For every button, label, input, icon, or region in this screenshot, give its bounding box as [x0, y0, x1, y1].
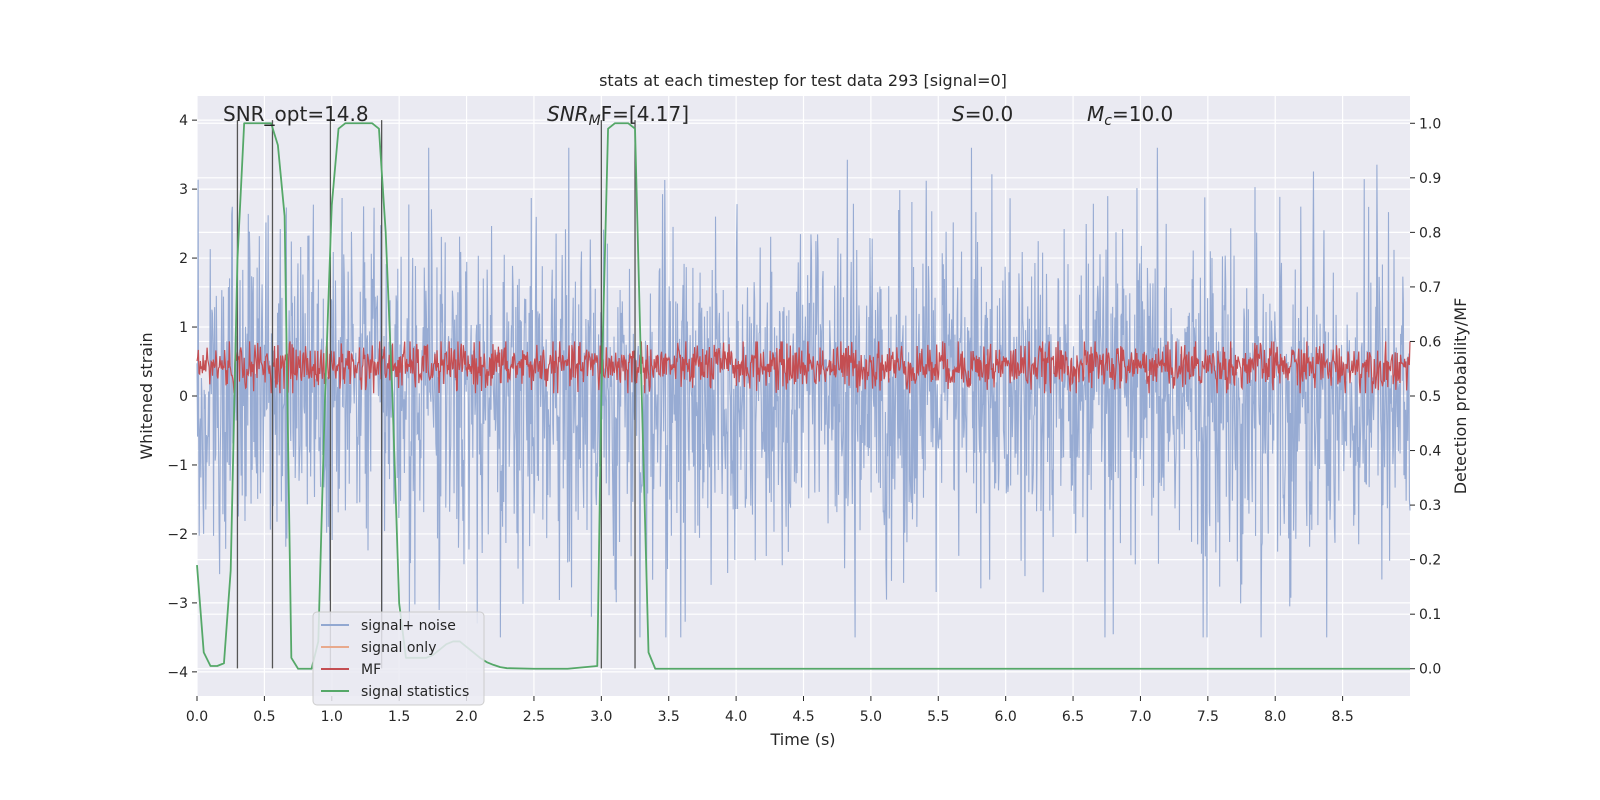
left-y-ticks: 4 3 2 1 0 −1 −2 −3 −4 [167, 113, 197, 681]
annotation-snr-opt: SNR_opt=14.8 [223, 102, 369, 126]
y-left-tick-label: 2 [179, 251, 188, 267]
legend-label-signal-only: signal only [361, 640, 436, 656]
signal-statistics-series [196, 122, 1410, 670]
x-tick-label: 1.5 [388, 709, 410, 725]
x-axis-label: Time (s) [769, 730, 835, 749]
left-y-axis-label: Whitened strain [137, 332, 156, 459]
x-tick-label: 2.5 [523, 709, 545, 725]
signal-statistics-line [196, 122, 1410, 670]
x-tick-label: 5.0 [860, 709, 882, 725]
x-tick-label: 1.0 [321, 709, 343, 725]
x-tick-label: 0.0 [186, 709, 208, 725]
y-right-tick-label: 0.5 [1419, 389, 1441, 405]
right-y-ticks: 1.0 0.9 0.8 0.7 0.6 0.5 0.4 0.3 0.2 0.1 0.0 [1410, 116, 1441, 678]
y-left-tick-label: 4 [179, 113, 188, 129]
x-tick-label: 4.5 [792, 709, 814, 725]
x-tick-label: 7.0 [1129, 709, 1151, 725]
x-tick-label: 5.5 [927, 709, 949, 725]
y-right-tick-label: 0.7 [1419, 280, 1441, 296]
y-left-tick-label: 1 [179, 320, 188, 336]
y-right-tick-label: 0.3 [1419, 498, 1441, 514]
y-left-tick-label: −3 [167, 596, 188, 612]
x-ticks: 0.0 0.5 1.0 1.5 2.0 2.5 3.0 3.5 4.0 4.5 5.0 5.5 6.0 6… [186, 696, 1354, 725]
y-right-tick-label: 1.0 [1419, 116, 1441, 132]
x-tick-label: 0.5 [253, 709, 275, 725]
x-tick-label: 7.5 [1197, 709, 1219, 725]
annotation-s-main: S [952, 102, 965, 126]
y-right-tick-label: 0.4 [1419, 444, 1441, 460]
annotation-mc-sub: c [1104, 113, 1112, 129]
y-right-tick-label: 0.8 [1419, 225, 1441, 241]
mf-series [196, 341, 1411, 394]
mf-line [196, 341, 1411, 394]
legend-label-signal-statistics: signal statistics [361, 684, 469, 700]
chart-title: stats at each timestep for test data 293… [599, 71, 1007, 90]
y-right-tick-label: 0.0 [1419, 662, 1441, 678]
y-left-tick-label: 3 [179, 182, 188, 198]
legend-label-signal-noise: signal+ noise [361, 618, 456, 634]
right-y-axis-label: Detection probability/MF [1451, 298, 1470, 495]
legend-label-mf: MF [361, 662, 381, 678]
annotation-mc: Mc=10.0 [1087, 102, 1173, 129]
x-tick-label: 8.0 [1264, 709, 1286, 725]
y-right-tick-label: 0.1 [1419, 607, 1441, 623]
x-tick-label: 3.0 [590, 709, 612, 725]
annotation-mc-rest: =10.0 [1112, 102, 1173, 126]
annotation-snr-mf-rest: F=[4.17] [601, 102, 689, 126]
x-tick-label: 3.5 [658, 709, 680, 725]
y-left-tick-label: −4 [167, 665, 188, 681]
x-tick-label: 2.0 [455, 709, 477, 725]
annotation-snr-mf-main: SNR [547, 102, 589, 126]
legend-box [312, 611, 485, 706]
annotation-snr-mf-sub: M [589, 113, 601, 129]
annotation-s: S=0.0 [952, 102, 1013, 126]
legend: signal+ noise signal only MF signal stat… [312, 611, 485, 706]
x-tick-label: 6.0 [995, 709, 1017, 725]
y-left-tick-label: −1 [167, 458, 188, 474]
x-tick-label: 6.5 [1062, 709, 1084, 725]
y-right-tick-label: 0.9 [1419, 171, 1441, 187]
annotation-snr-mf: SNRMF=[4.17] [547, 102, 689, 129]
x-tick-label: 8.5 [1331, 709, 1353, 725]
y-left-tick-label: −2 [167, 527, 188, 543]
x-tick-label: 4.0 [725, 709, 747, 725]
y-right-tick-label: 0.6 [1419, 334, 1441, 350]
y-right-tick-label: 0.2 [1419, 553, 1441, 569]
y-left-tick-label: 0 [179, 389, 188, 405]
annotation-mc-main: M [1087, 102, 1104, 126]
annotation-s-rest: =0.0 [965, 102, 1014, 126]
